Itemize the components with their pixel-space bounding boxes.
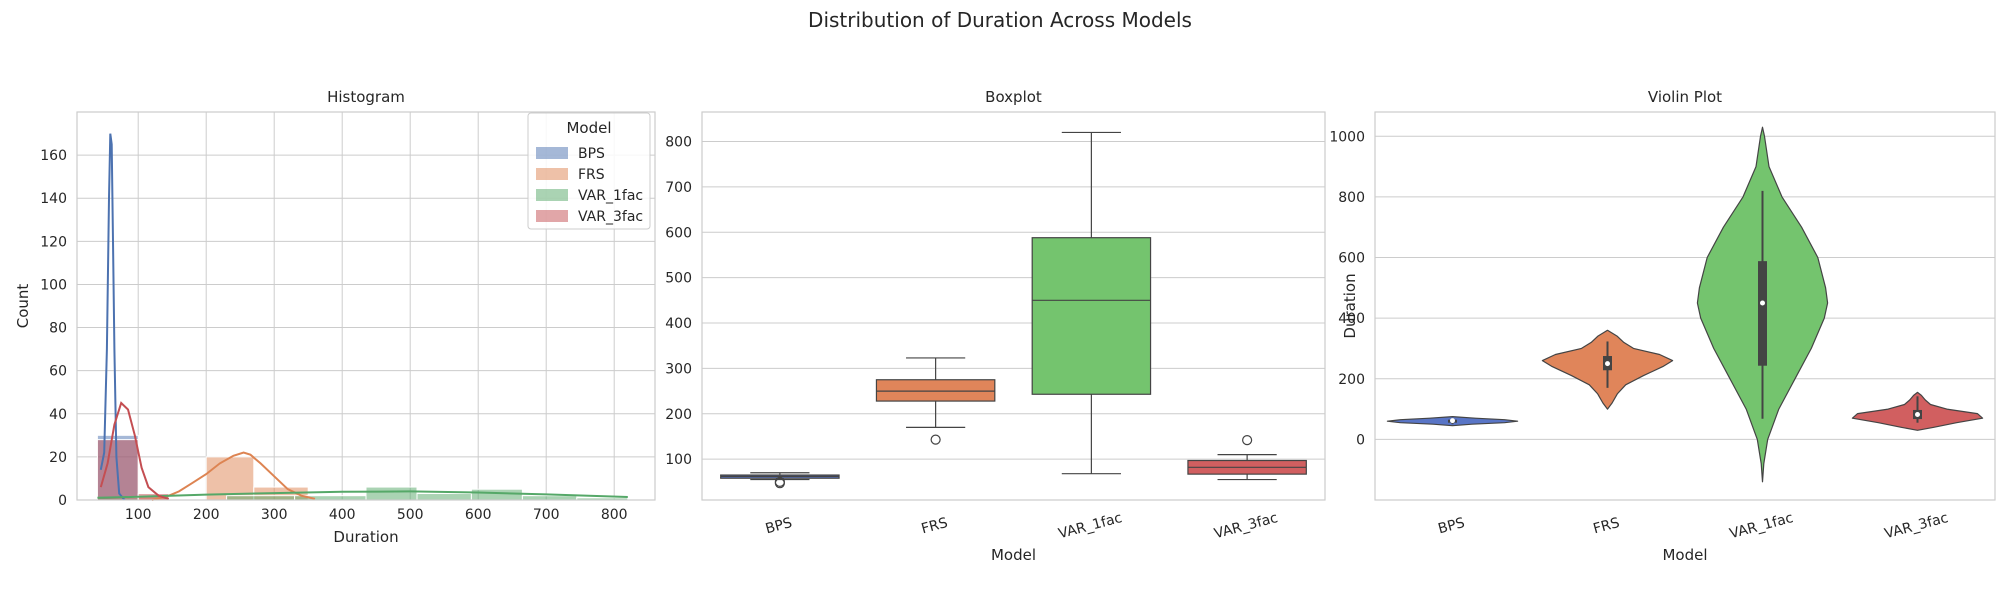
x-tick-label: VAR_1fac (1057, 510, 1124, 542)
violin-FRS (1541, 329, 1674, 410)
figure-title: Distribution of Duration Across Models (808, 8, 1192, 32)
x-tick-label: VAR_3fac (1213, 510, 1280, 542)
histogram-bar-VAR_1fac (521, 495, 578, 501)
violin-median (1450, 418, 1455, 424)
box-BPS (720, 472, 840, 489)
violin-frame (1374, 111, 1996, 501)
violin-title: Violin Plot (1648, 88, 1722, 106)
y-tick-label: 500 (665, 271, 692, 287)
histogram-frame (76, 111, 656, 501)
y-tick-label: 600 (665, 225, 692, 241)
histogram-bar-VAR_1fac (416, 493, 472, 501)
x-axis-title: Duration (333, 528, 398, 546)
histogram-title: Histogram (327, 88, 405, 106)
x-tick-label: BPS (1436, 515, 1466, 537)
violin-median (1605, 361, 1610, 367)
outlier-point (774, 476, 785, 487)
legend-label-BPS: BPS (578, 146, 605, 162)
y-tick-label: 100 (665, 452, 692, 468)
x-tick-label: 100 (125, 507, 152, 523)
y-tick-label: 800 (1338, 190, 1365, 206)
y-tick-label: 800 (665, 134, 692, 150)
y-tick-label: 200 (665, 407, 692, 423)
y-tick-label: 400 (665, 316, 692, 332)
violin-VAR_1fac (1696, 126, 1829, 483)
y-axis-title: Duration (1341, 273, 1359, 338)
histogram-bar-VAR_1fac (365, 486, 418, 501)
violin-VAR_3fac (1851, 391, 1984, 431)
x-tick-label: 700 (533, 507, 560, 523)
legend-swatch-BPS (536, 147, 568, 159)
boxplot-panel: 100 200 300 400 500 600 700 800 BPS FRS VAR_1fac VA… (665, 131, 1325, 564)
y-tick-label: 300 (665, 361, 692, 377)
violin-BPS (1386, 416, 1519, 427)
violin-iqr (1758, 261, 1767, 366)
x-tick-label: VAR_3fac (1883, 510, 1950, 542)
y-tick-label: 60 (49, 364, 67, 380)
y-tick-label: 1000 (1329, 129, 1365, 145)
legend-label-FRS: FRS (578, 167, 605, 183)
legend-title: Model (566, 119, 611, 137)
kde-line-VAR_3fac (99, 401, 170, 500)
legend-label-VAR_3fac: VAR_3fac (578, 209, 643, 225)
boxplot-title: Boxplot (985, 88, 1042, 106)
y-tick-label: 400 (1338, 311, 1365, 327)
x-axis-title: Model (991, 546, 1036, 564)
y-tick-label: 120 (40, 234, 67, 250)
kde-line-FRS (151, 451, 316, 501)
histogram-panel: 100 200 300 400 500 600 700 800 0 20 40 60 80 100 120 1… (14, 112, 655, 546)
x-tick-label: 300 (261, 507, 288, 523)
box-VAR_1fac (1031, 131, 1152, 475)
x-axis-title: Model (1662, 546, 1707, 564)
legend-swatch-VAR_3fac (536, 210, 568, 222)
y-tick-label: 40 (49, 407, 67, 423)
violin-median (1915, 412, 1920, 418)
box-body (875, 379, 996, 402)
y-axis-title: Count (14, 284, 32, 329)
x-tick-label: 600 (465, 507, 492, 523)
x-tick-label: VAR_1fac (1728, 510, 1795, 542)
x-tick-label: 400 (329, 507, 356, 523)
boxplot-frame (701, 111, 1326, 501)
y-tick-label: 140 (40, 191, 67, 207)
y-tick-label: 0 (58, 493, 67, 509)
outlier-point (930, 434, 941, 445)
y-tick-label: 160 (40, 148, 67, 164)
histogram-bar-VAR_1fac (226, 495, 296, 501)
outlier-point (1242, 434, 1253, 446)
y-tick-label: 100 (40, 277, 67, 293)
violin-median (1760, 300, 1765, 306)
x-tick-label: BPS (764, 515, 794, 537)
x-tick-label: FRS (920, 515, 950, 537)
legend-label-VAR_1fac: VAR_1fac (578, 188, 643, 204)
legend-swatch-VAR_1fac (536, 189, 568, 201)
histogram-bar-VAR_1fac (470, 488, 523, 501)
y-tick-label: 700 (665, 180, 692, 196)
y-tick-label: 80 (49, 321, 67, 337)
violin-panel: 0 200 400 600 800 1000 BPS FRS VAR_1fac VAR_3fac M… (1329, 126, 1995, 564)
x-tick-label: 800 (601, 507, 628, 523)
box-FRS (875, 357, 996, 445)
legend-swatch-FRS (536, 168, 568, 180)
box-VAR_3fac (1187, 434, 1307, 481)
x-tick-label: FRS (1592, 515, 1622, 537)
y-tick-label: 200 (1338, 372, 1365, 388)
box-body (1031, 237, 1152, 395)
kde-line-BPS (99, 133, 126, 501)
y-tick-label: 0 (1356, 432, 1365, 448)
x-tick-label: 500 (397, 507, 424, 523)
x-tick-label: 200 (193, 507, 220, 523)
legend: Model BPS FRS VAR_1fac VAR_3fac (527, 112, 651, 230)
y-tick-label: 20 (49, 450, 67, 466)
y-tick-label: 600 (1338, 251, 1365, 267)
